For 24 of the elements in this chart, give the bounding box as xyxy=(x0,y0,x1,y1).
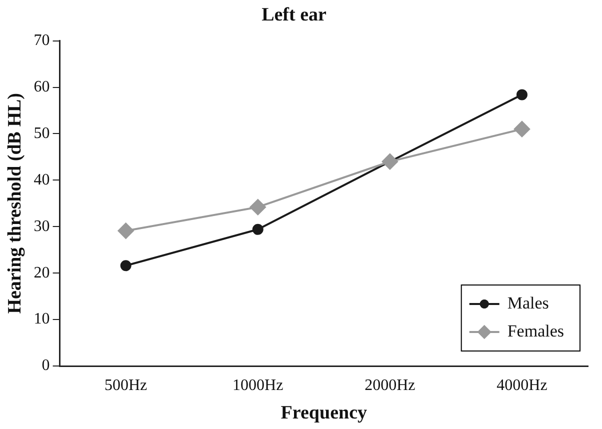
y-tick-label: 20 xyxy=(34,264,50,282)
chart-title: Left ear xyxy=(262,4,327,26)
point xyxy=(120,260,132,272)
point xyxy=(252,224,264,235)
point xyxy=(118,222,134,239)
y-tick-label: 50 xyxy=(34,124,50,142)
point xyxy=(514,121,530,138)
x-tick-label: 4000Hz xyxy=(496,376,548,394)
y-tick-label: 70 xyxy=(34,32,50,50)
point xyxy=(516,89,528,100)
legend-label: Females xyxy=(507,321,564,340)
y-tick-label: 60 xyxy=(34,78,50,96)
legend-label: Males xyxy=(507,293,549,312)
y-tick-label: 30 xyxy=(34,218,50,235)
y-tick-label: 40 xyxy=(34,171,50,188)
y-tick-label: 10 xyxy=(34,310,50,328)
point xyxy=(382,154,398,170)
x-axis-title: Frequency xyxy=(280,402,368,424)
y-tick-label: 0 xyxy=(42,357,50,374)
y-axis-title: Hearing threshold (dB HL) xyxy=(4,92,26,314)
x-tick-label: 500Hz xyxy=(104,376,148,394)
x-tick-label: 2000Hz xyxy=(364,376,416,394)
x-tick-label: 1000Hz xyxy=(232,376,284,394)
point xyxy=(250,199,266,216)
